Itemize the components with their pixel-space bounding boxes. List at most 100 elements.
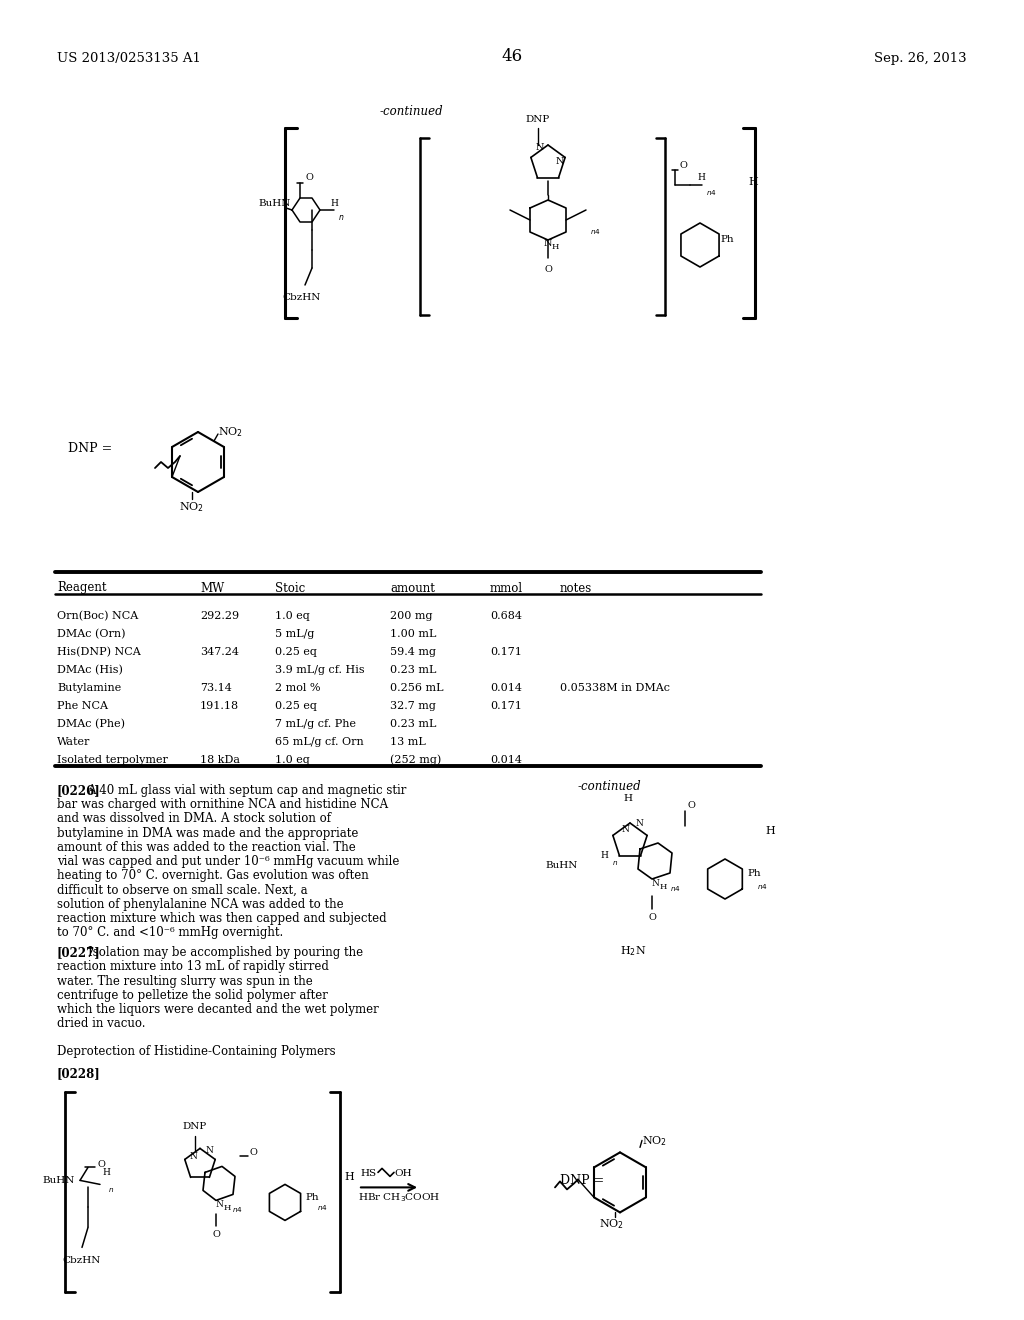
Text: O: O	[98, 1160, 105, 1170]
Text: $_{n4}$: $_{n4}$	[317, 1204, 328, 1213]
Text: 73.14: 73.14	[200, 682, 231, 693]
Text: notes: notes	[560, 582, 592, 594]
Text: $_{n4}$: $_{n4}$	[232, 1205, 243, 1216]
Text: O: O	[680, 161, 688, 170]
Text: DNP: DNP	[526, 115, 550, 124]
Text: NO$_2$: NO$_2$	[599, 1217, 625, 1232]
Text: [0227]: [0227]	[57, 946, 100, 960]
Text: 0.171: 0.171	[490, 647, 522, 657]
Text: amount of this was added to the reaction vial. The: amount of this was added to the reaction…	[57, 841, 355, 854]
Text: CbzHN: CbzHN	[282, 293, 321, 302]
Text: O: O	[688, 801, 696, 810]
Text: CbzHN: CbzHN	[62, 1255, 100, 1265]
Text: HBr CH$_3$COOH: HBr CH$_3$COOH	[358, 1191, 440, 1204]
Text: reaction mixture into 13 mL of rapidly stirred: reaction mixture into 13 mL of rapidly s…	[57, 961, 329, 973]
Text: Deprotection of Histidine-Containing Polymers: Deprotection of Histidine-Containing Pol…	[57, 1045, 336, 1059]
Text: 1.0 eq: 1.0 eq	[275, 611, 309, 620]
Text: N: N	[636, 818, 644, 828]
Text: 2 mol %: 2 mol %	[275, 682, 321, 693]
Text: mmol: mmol	[490, 582, 523, 594]
Text: N: N	[205, 1146, 213, 1155]
Text: [0228]: [0228]	[57, 1068, 100, 1080]
Text: $_{n4}$: $_{n4}$	[757, 882, 768, 892]
Text: N: N	[190, 1152, 198, 1160]
Text: Phe NCA: Phe NCA	[57, 701, 108, 711]
Text: HS: HS	[360, 1170, 376, 1177]
Text: 0.014: 0.014	[490, 682, 522, 693]
Text: Ph: Ph	[746, 870, 761, 879]
Text: N: N	[652, 879, 659, 887]
Text: H: H	[344, 1172, 353, 1183]
Text: H: H	[660, 883, 668, 891]
Text: (252 mg): (252 mg)	[390, 755, 441, 766]
Text: 46: 46	[502, 48, 522, 65]
Text: amount: amount	[390, 582, 435, 594]
Text: $_{n4}$: $_{n4}$	[706, 189, 717, 198]
Text: centrifuge to pelletize the solid polymer after: centrifuge to pelletize the solid polyme…	[57, 989, 328, 1002]
Text: reaction mixture which was then capped and subjected: reaction mixture which was then capped a…	[57, 912, 387, 925]
Text: 59.4 mg: 59.4 mg	[390, 647, 436, 657]
Text: H: H	[102, 1168, 110, 1177]
Text: DNP =: DNP =	[68, 441, 113, 454]
Text: 0.25 eq: 0.25 eq	[275, 701, 316, 711]
Text: H: H	[624, 795, 633, 803]
Text: $_n$: $_n$	[108, 1185, 115, 1195]
Text: vial was capped and put under 10⁻⁶ mmHg vacuum while: vial was capped and put under 10⁻⁶ mmHg …	[57, 855, 399, 869]
Text: 1.00 mL: 1.00 mL	[390, 630, 436, 639]
Text: Isolation may be accomplished by pouring the: Isolation may be accomplished by pouring…	[87, 946, 362, 960]
Text: O: O	[250, 1148, 258, 1156]
Text: 0.23 mL: 0.23 mL	[390, 665, 436, 675]
Text: MW: MW	[200, 582, 224, 594]
Text: N: N	[622, 825, 630, 833]
Text: NO$_2$: NO$_2$	[218, 425, 243, 438]
Text: Ph: Ph	[720, 235, 733, 244]
Text: 0.23 mL: 0.23 mL	[390, 719, 436, 729]
Text: H: H	[330, 198, 338, 207]
Text: 0.014: 0.014	[490, 755, 522, 766]
Text: O: O	[305, 173, 313, 182]
Text: H$_2$N: H$_2$N	[620, 944, 646, 958]
Text: H: H	[552, 243, 559, 251]
Text: N: N	[216, 1200, 224, 1209]
Text: 13 mL: 13 mL	[390, 737, 426, 747]
Text: DMAc (His): DMAc (His)	[57, 665, 123, 675]
Text: 3.9 mL/g cf. His: 3.9 mL/g cf. His	[275, 665, 365, 675]
Text: bar was charged with ornithine NCA and histidine NCA: bar was charged with ornithine NCA and h…	[57, 799, 388, 812]
Text: 7 mL/g cf. Phe: 7 mL/g cf. Phe	[275, 719, 356, 729]
Text: 191.18: 191.18	[200, 701, 240, 711]
Text: H: H	[748, 177, 758, 187]
Text: 347.24: 347.24	[200, 647, 239, 657]
Text: 0.05338M in DMAc: 0.05338M in DMAc	[560, 682, 670, 693]
Text: 5 mL/g: 5 mL/g	[275, 630, 314, 639]
Text: and was dissolved in DMA. A stock solution of: and was dissolved in DMA. A stock soluti…	[57, 812, 331, 825]
Text: O: O	[544, 265, 552, 275]
Text: solution of phenylalanine NCA was added to the: solution of phenylalanine NCA was added …	[57, 898, 344, 911]
Text: 0.684: 0.684	[490, 611, 522, 620]
Text: -continued: -continued	[380, 106, 443, 117]
Text: 1.0 eq: 1.0 eq	[275, 755, 309, 766]
Text: N: N	[544, 239, 553, 248]
Text: 292.29: 292.29	[200, 611, 240, 620]
Text: difficult to observe on small scale. Next, a: difficult to observe on small scale. Nex…	[57, 883, 307, 896]
Text: 200 mg: 200 mg	[390, 611, 432, 620]
Text: $_n$: $_n$	[612, 858, 618, 867]
Text: N: N	[536, 144, 545, 153]
Text: $_{n4}$: $_{n4}$	[670, 884, 681, 894]
Text: Butylamine: Butylamine	[57, 682, 121, 693]
Text: US 2013/0253135 A1: US 2013/0253135 A1	[57, 51, 201, 65]
Text: A 40 mL glass vial with septum cap and magnetic stir: A 40 mL glass vial with septum cap and m…	[87, 784, 407, 797]
Text: DNP =: DNP =	[560, 1173, 604, 1187]
Text: Sep. 26, 2013: Sep. 26, 2013	[874, 51, 967, 65]
Text: to 70° C. and <10⁻⁶ mmHg overnight.: to 70° C. and <10⁻⁶ mmHg overnight.	[57, 927, 284, 939]
Text: BuHN: BuHN	[545, 862, 578, 870]
Text: Isolated terpolymer: Isolated terpolymer	[57, 755, 168, 766]
Text: 0.256 mL: 0.256 mL	[390, 682, 443, 693]
Text: NO$_2$: NO$_2$	[642, 1134, 667, 1148]
Text: H: H	[765, 826, 775, 836]
Text: water. The resulting slurry was spun in the: water. The resulting slurry was spun in …	[57, 974, 312, 987]
Text: O: O	[648, 913, 656, 921]
Text: DMAc (Phe): DMAc (Phe)	[57, 719, 125, 729]
Text: H: H	[697, 173, 705, 182]
Text: DMAc (Orn): DMAc (Orn)	[57, 628, 126, 639]
Text: [0226]: [0226]	[57, 784, 100, 797]
